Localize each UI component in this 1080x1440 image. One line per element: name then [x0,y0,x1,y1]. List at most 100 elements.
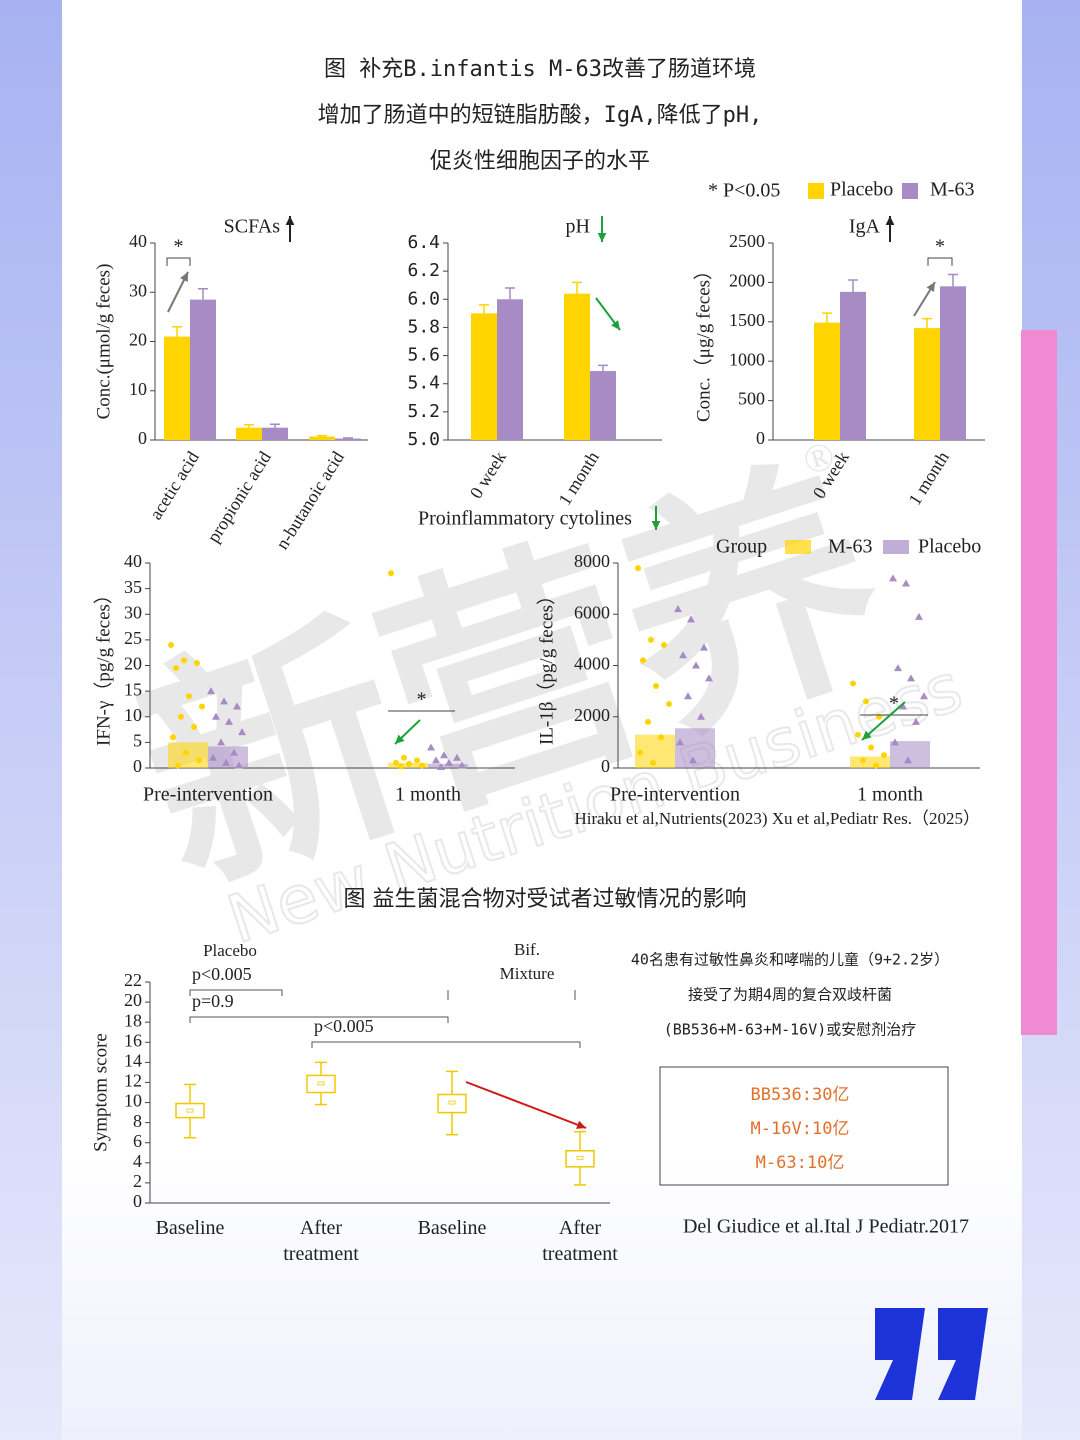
data-point [899,702,907,710]
y-tick-label: 0 [138,428,147,448]
mean-box [428,763,468,768]
data-point [175,762,181,769]
error-bar [598,364,608,372]
y-tick-label: 15 [124,679,142,699]
sig-label: * [935,236,945,258]
section-label: Proinflammatory cytolines [418,508,632,530]
y-tick-label: 5.2 [407,401,440,422]
data-point [168,642,174,648]
data-point [445,758,453,766]
data-point [637,749,643,756]
trend-arrow-head [576,1120,586,1129]
data-point [850,680,856,687]
data-point [220,697,228,705]
y-tick-label: 16 [124,1030,142,1050]
error-bar [922,317,932,329]
mean-box [850,756,890,768]
error-bar [317,434,327,437]
data-point [199,703,205,710]
data-point [406,760,412,767]
study-text: 40名患有过敏性鼻炎和哮喘的儿童（9+2.2岁） [631,951,949,969]
y-tick-label: 14 [124,1050,142,1070]
title-arrow-head [597,232,607,242]
title: 增加了肠道中的短链脂肪酸，IgA,降低了pH, [318,103,763,128]
data-point [666,700,672,707]
median [317,1081,325,1086]
legend-label: Placebo [830,179,893,201]
data-point [684,692,692,700]
y-tick-label: 30 [124,602,142,622]
legend-label: M-63 [828,536,872,558]
data-point [679,651,687,659]
dose-box [659,1066,949,1186]
y-tick-label: 8000 [574,551,610,571]
error-bar [172,325,182,337]
dose-text: M-63:10亿 [756,1153,845,1173]
bar [814,322,840,440]
chart-title: SCFAs [224,216,281,238]
y-tick-label: 20 [124,654,142,674]
mean-box [208,746,248,768]
data-point [453,753,461,761]
bar [590,371,616,440]
bar [236,427,262,440]
legend-swatch [808,183,824,199]
x-tick-label: Pre-intervention [143,784,273,806]
data-point [398,763,404,770]
y-tick-label: 35 [124,577,142,597]
panel [62,0,1022,1440]
bar [497,299,523,440]
y-tick-label: 30 [129,280,147,300]
error-bar [948,273,958,287]
data-point [904,756,912,764]
trend-arrow-head [180,272,188,282]
legend-label: M-63 [930,179,974,201]
bar [309,436,335,440]
legend-label: Placebo [918,536,981,558]
title-arrow-head [285,216,295,226]
data-point [181,657,187,664]
data-point [225,717,233,725]
legend-swatch [785,540,811,554]
y-tick-label: 5.8 [407,316,440,337]
box [437,1093,467,1114]
x-tick-label: Baseline [417,1217,487,1239]
trend-arrow-head [611,320,620,330]
error-bar [505,287,515,300]
x-tick-label: Baseline [155,1217,225,1239]
bar [564,293,590,440]
data-point [401,754,407,761]
box [306,1074,336,1094]
median [576,1155,584,1160]
y-tick-label: 22 [124,970,142,990]
data-point [881,752,887,759]
data-point [178,713,184,720]
data-point [235,761,243,769]
data-point [173,665,179,672]
side-bar [1021,330,1057,1035]
y-tick-label: 6.2 [407,260,440,281]
y-tick-label: 5.4 [407,373,440,394]
title: 图 补充B.infantis M-63改善了肠道环境 [324,57,756,82]
y-tick-label: 2 [133,1171,142,1191]
data-point [432,756,440,764]
y-tick-label: 12 [124,1071,142,1091]
data-point [697,712,705,720]
y-tick-label: 5.6 [407,345,440,366]
sig-bracket [927,257,953,266]
section-arrow-head [651,520,661,530]
y-tick-label: 18 [124,1010,142,1030]
citation: Hiraku et al,Nutrients(2023) Xu et al,Pe… [574,809,980,828]
y-tick-label: 6.4 [407,232,440,253]
data-point [687,615,695,623]
comparison-label: p=0.9 [192,991,234,1011]
data-point [217,738,225,746]
data-point [186,693,192,700]
sig-label: * [889,693,899,715]
y-tick-label: 40 [129,231,147,251]
error-bar [244,423,254,428]
data-point [648,636,654,643]
data-point [658,734,664,741]
data-point [238,728,246,736]
